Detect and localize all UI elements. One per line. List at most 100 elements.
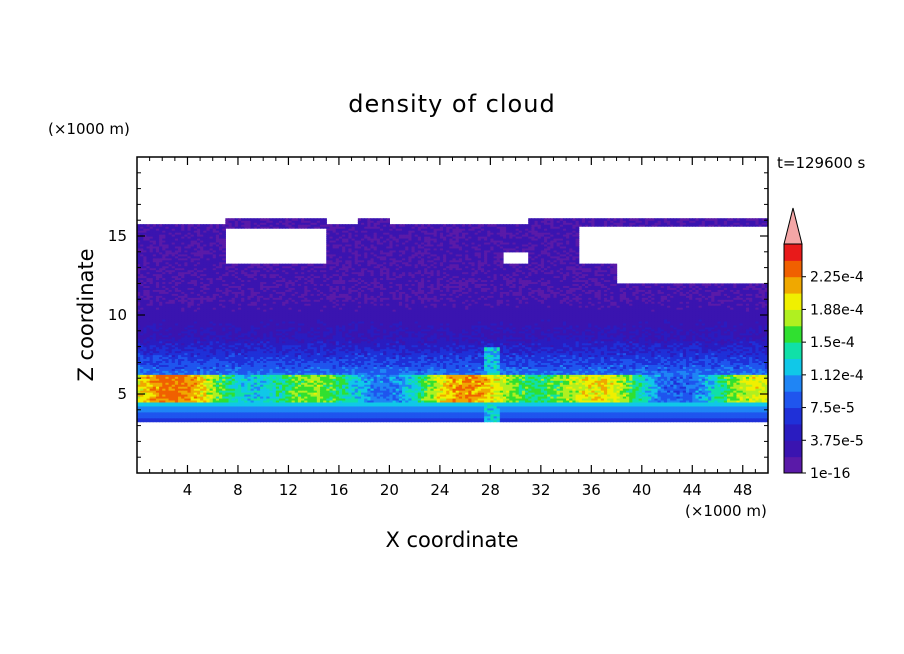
heatmap-cell bbox=[635, 378, 640, 381]
heatmap-cell bbox=[499, 376, 504, 379]
heatmap-cell bbox=[285, 395, 290, 399]
heatmap-cell bbox=[146, 401, 151, 405]
heatmap-cell bbox=[547, 397, 551, 401]
heatmap-cell bbox=[622, 411, 627, 415]
heatmap-cell bbox=[629, 411, 633, 415]
heatmap-cell bbox=[408, 392, 413, 395]
heatmap-cell bbox=[484, 388, 488, 391]
heatmap-cell bbox=[648, 374, 652, 377]
heatmap-cell bbox=[342, 382, 346, 385]
heatmap-cell bbox=[420, 382, 425, 385]
heatmap-cell bbox=[234, 376, 239, 379]
heatmap-cell bbox=[152, 390, 157, 393]
heatmap-cell bbox=[543, 419, 548, 423]
heatmap-cell bbox=[465, 417, 469, 421]
heatmap-cell bbox=[673, 376, 678, 379]
heatmap-cell bbox=[471, 413, 476, 417]
heatmap-cell bbox=[155, 386, 160, 389]
heatmap-cell bbox=[679, 397, 684, 401]
heatmap-cell bbox=[354, 390, 359, 393]
heatmap-cell bbox=[755, 401, 760, 405]
heatmap-cell bbox=[452, 395, 457, 399]
heatmap-cell bbox=[184, 407, 189, 411]
heatmap-cell bbox=[411, 388, 416, 391]
heatmap-cell bbox=[692, 411, 697, 415]
heatmap-cell bbox=[354, 372, 359, 375]
heatmap-cell bbox=[405, 382, 409, 385]
heatmap-cell bbox=[263, 401, 267, 405]
heatmap-cell bbox=[338, 399, 343, 403]
heatmap-cell bbox=[354, 394, 359, 397]
heatmap-cell bbox=[465, 409, 469, 413]
heatmap-cell bbox=[159, 419, 163, 423]
heatmap-cell bbox=[657, 419, 662, 423]
heatmap-cell bbox=[638, 417, 643, 421]
heatmap-cell bbox=[326, 386, 331, 389]
heatmap-cell bbox=[291, 392, 296, 395]
heatmap-cell bbox=[212, 390, 217, 393]
heatmap-cell bbox=[588, 372, 592, 375]
heatmap-cell bbox=[178, 395, 182, 399]
heatmap-cell bbox=[140, 397, 144, 401]
heatmap-cell bbox=[439, 417, 444, 421]
heatmap-cell bbox=[392, 415, 397, 419]
heatmap-cell bbox=[685, 382, 690, 385]
heatmap-cell bbox=[654, 388, 659, 391]
heatmap-cell bbox=[720, 390, 725, 393]
heatmap-cell bbox=[414, 392, 419, 395]
heatmap-cell bbox=[635, 382, 640, 385]
heatmap-cell bbox=[196, 376, 201, 379]
heatmap-cell bbox=[225, 386, 230, 389]
heatmap-cell bbox=[632, 372, 637, 375]
heatmap-cell bbox=[443, 417, 447, 421]
heatmap-cell bbox=[714, 407, 719, 411]
heatmap-cell bbox=[562, 386, 567, 389]
heatmap-cell bbox=[313, 409, 318, 413]
heatmap-cell bbox=[165, 378, 170, 381]
heatmap-cell bbox=[269, 409, 274, 413]
heatmap-cell bbox=[260, 394, 264, 397]
heatmap-cell bbox=[575, 384, 580, 387]
heatmap-cell bbox=[528, 388, 532, 391]
heatmap-cell bbox=[196, 415, 201, 419]
heatmap-cell bbox=[644, 374, 649, 377]
heatmap-cell bbox=[660, 376, 665, 379]
heatmap-cell bbox=[282, 407, 286, 411]
heatmap-cell bbox=[540, 415, 545, 419]
heatmap-cell bbox=[559, 395, 564, 399]
heatmap-cell bbox=[367, 388, 372, 391]
heatmap-cell bbox=[417, 399, 422, 403]
heatmap-cell bbox=[704, 374, 709, 377]
heatmap-cell bbox=[237, 419, 242, 423]
heatmap-cell bbox=[184, 405, 189, 409]
heatmap-cell bbox=[556, 376, 561, 379]
heatmap-cell bbox=[613, 374, 618, 377]
heatmap-cell bbox=[414, 397, 419, 401]
heatmap-cell bbox=[506, 411, 510, 415]
heatmap-cell bbox=[629, 417, 633, 421]
heatmap-cell bbox=[184, 395, 189, 399]
heatmap-cell bbox=[477, 376, 482, 379]
heatmap-cell bbox=[212, 417, 217, 421]
heatmap-cell bbox=[648, 380, 652, 383]
heatmap-cell bbox=[307, 399, 312, 403]
heatmap-cell bbox=[685, 395, 690, 399]
heatmap-cell bbox=[443, 397, 447, 401]
heatmap-cell bbox=[726, 413, 731, 417]
heatmap-cell bbox=[644, 395, 649, 399]
heatmap-cell bbox=[632, 417, 637, 421]
heatmap-cell bbox=[304, 417, 308, 421]
heatmap-cell bbox=[193, 417, 198, 421]
heatmap-cell bbox=[588, 386, 592, 389]
heatmap-cell bbox=[206, 395, 211, 399]
heatmap-cell bbox=[543, 384, 548, 387]
heatmap-cell bbox=[354, 386, 359, 389]
heatmap-cell bbox=[203, 409, 208, 413]
heatmap-cell bbox=[237, 401, 242, 405]
heatmap-cell bbox=[288, 392, 293, 395]
heatmap-cell bbox=[698, 413, 703, 417]
heatmap-cell bbox=[449, 397, 454, 401]
heatmap-cell bbox=[506, 407, 510, 411]
heatmap-cell bbox=[348, 395, 353, 399]
heatmap-cell bbox=[373, 376, 378, 379]
